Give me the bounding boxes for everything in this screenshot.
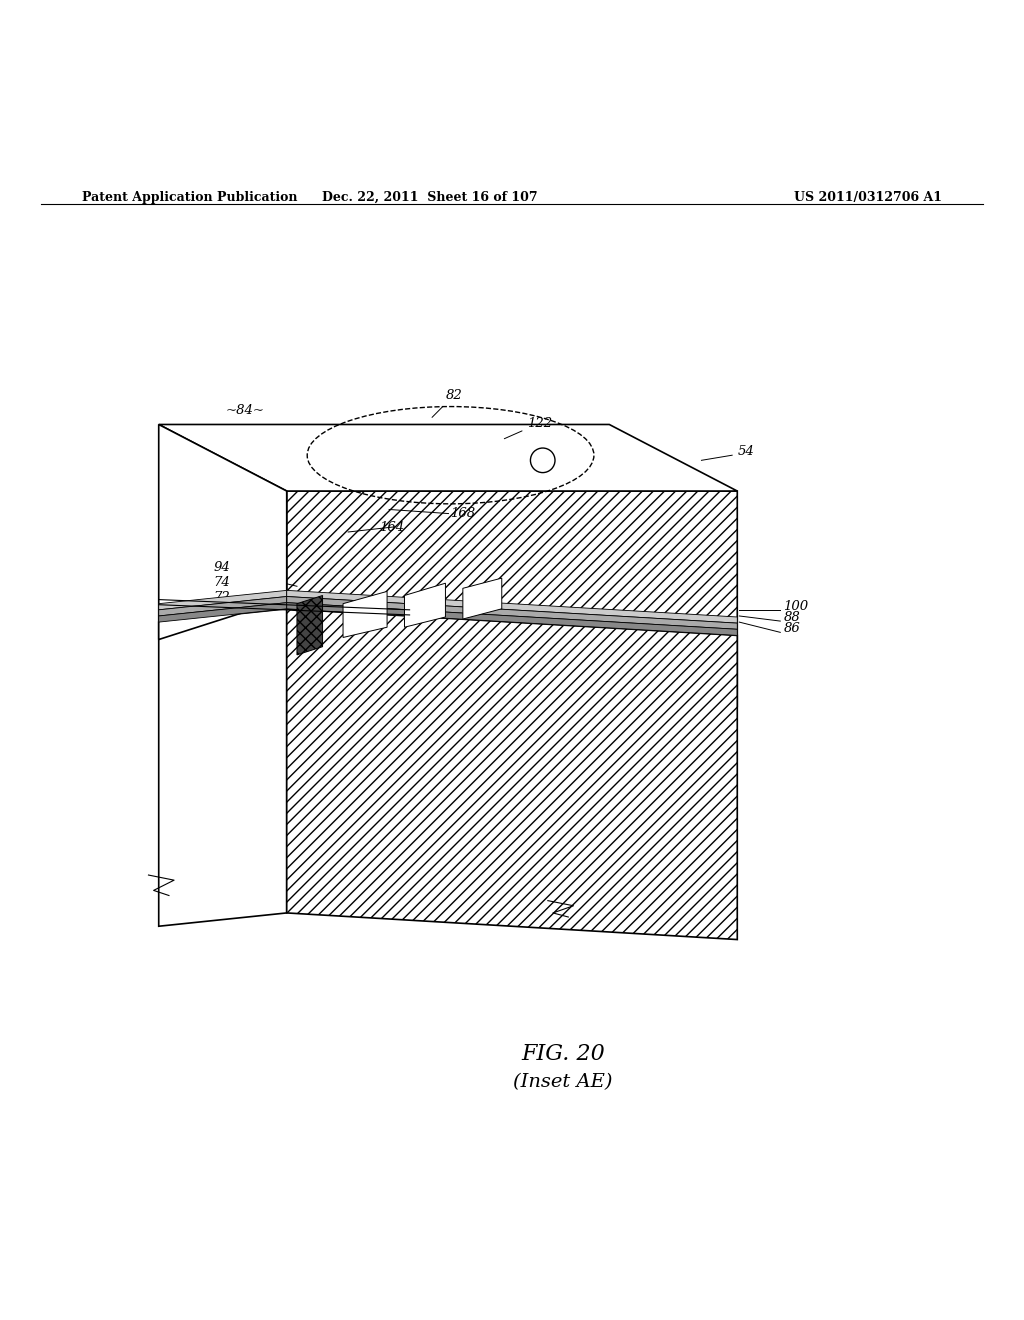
Text: 122: 122 xyxy=(504,417,553,438)
Text: FIG. 20: FIG. 20 xyxy=(521,1043,605,1065)
Polygon shape xyxy=(404,583,445,627)
Text: 100: 100 xyxy=(783,599,809,612)
Polygon shape xyxy=(287,609,737,940)
Polygon shape xyxy=(287,491,737,706)
Text: 88: 88 xyxy=(783,611,800,624)
Polygon shape xyxy=(297,595,323,655)
Text: US 2011/0312706 A1: US 2011/0312706 A1 xyxy=(794,191,942,205)
Text: ~84~: ~84~ xyxy=(225,404,264,417)
Text: 94: 94 xyxy=(214,561,230,574)
Polygon shape xyxy=(287,597,737,630)
Polygon shape xyxy=(287,603,737,635)
Text: 164: 164 xyxy=(379,521,404,535)
Polygon shape xyxy=(159,603,287,622)
Polygon shape xyxy=(343,591,387,638)
Text: Patent Application Publication: Patent Application Publication xyxy=(82,191,297,205)
Text: 86: 86 xyxy=(783,622,800,635)
Polygon shape xyxy=(159,609,287,927)
Text: 74: 74 xyxy=(214,577,230,589)
Text: (Inset AE): (Inset AE) xyxy=(513,1073,613,1090)
Text: 168: 168 xyxy=(451,507,476,520)
Polygon shape xyxy=(287,590,737,623)
Text: Dec. 22, 2011  Sheet 16 of 107: Dec. 22, 2011 Sheet 16 of 107 xyxy=(323,191,538,205)
Polygon shape xyxy=(159,425,287,639)
Polygon shape xyxy=(159,425,737,491)
Polygon shape xyxy=(159,597,287,616)
Polygon shape xyxy=(463,578,502,619)
Text: 72: 72 xyxy=(214,590,230,603)
Polygon shape xyxy=(159,590,287,610)
Text: 82: 82 xyxy=(432,389,462,417)
Text: 54: 54 xyxy=(737,445,754,458)
